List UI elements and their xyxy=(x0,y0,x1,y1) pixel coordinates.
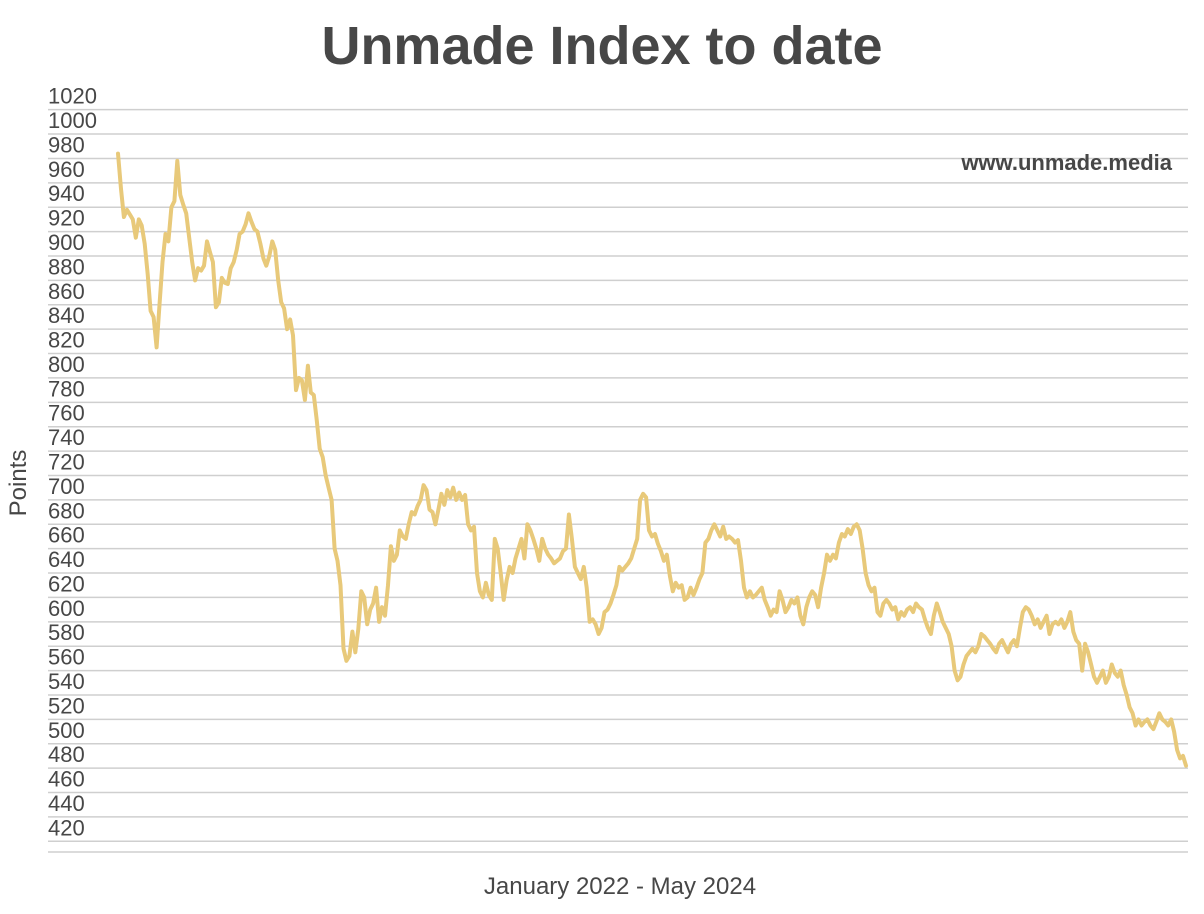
y-tick-label: 900 xyxy=(48,230,85,255)
y-tick-label: 700 xyxy=(48,474,85,499)
y-tick-label: 460 xyxy=(48,767,85,792)
y-tick-labels: 1020100098096094092090088086084082080078… xyxy=(48,84,97,841)
chart-title: Unmade Index to date xyxy=(321,16,883,76)
y-tick-label: 600 xyxy=(48,596,85,621)
y-tick-label: 540 xyxy=(48,669,85,694)
y-tick-label: 580 xyxy=(48,620,85,645)
y-tick-label: 620 xyxy=(48,571,85,596)
y-tick-label: 1020 xyxy=(48,84,97,109)
y-tick-label: 560 xyxy=(48,645,85,670)
y-tick-label: 760 xyxy=(48,401,85,426)
y-tick-label: 660 xyxy=(48,523,85,548)
y-tick-label: 420 xyxy=(48,815,85,840)
y-tick-label: 680 xyxy=(48,498,85,523)
y-tick-label: 740 xyxy=(48,425,85,450)
y-tick-label: 440 xyxy=(48,791,85,816)
y-tick-label: 960 xyxy=(48,157,85,182)
y-tick-label: 880 xyxy=(48,254,85,279)
watermark-text: www.unmade.media xyxy=(960,150,1172,175)
y-tick-label: 820 xyxy=(48,328,85,353)
y-tick-label: 980 xyxy=(48,132,85,157)
y-tick-label: 780 xyxy=(48,376,85,401)
y-tick-label: 1000 xyxy=(48,108,97,133)
series-line xyxy=(116,151,1188,768)
y-tick-label: 480 xyxy=(48,742,85,767)
y-tick-label: 500 xyxy=(48,718,85,743)
y-tick-label: 860 xyxy=(48,279,85,304)
y-tick-label: 840 xyxy=(48,303,85,328)
y-tick-label: 720 xyxy=(48,449,85,474)
y-tick-label: 940 xyxy=(48,181,85,206)
y-tick-label: 920 xyxy=(48,206,85,231)
grid-lines xyxy=(48,108,1188,853)
y-tick-label: 800 xyxy=(48,352,85,377)
y-axis-label: Points xyxy=(5,450,32,517)
y-tick-label: 640 xyxy=(48,547,85,572)
x-axis-label: January 2022 - May 2024 xyxy=(484,873,756,900)
y-tick-label: 520 xyxy=(48,693,85,718)
